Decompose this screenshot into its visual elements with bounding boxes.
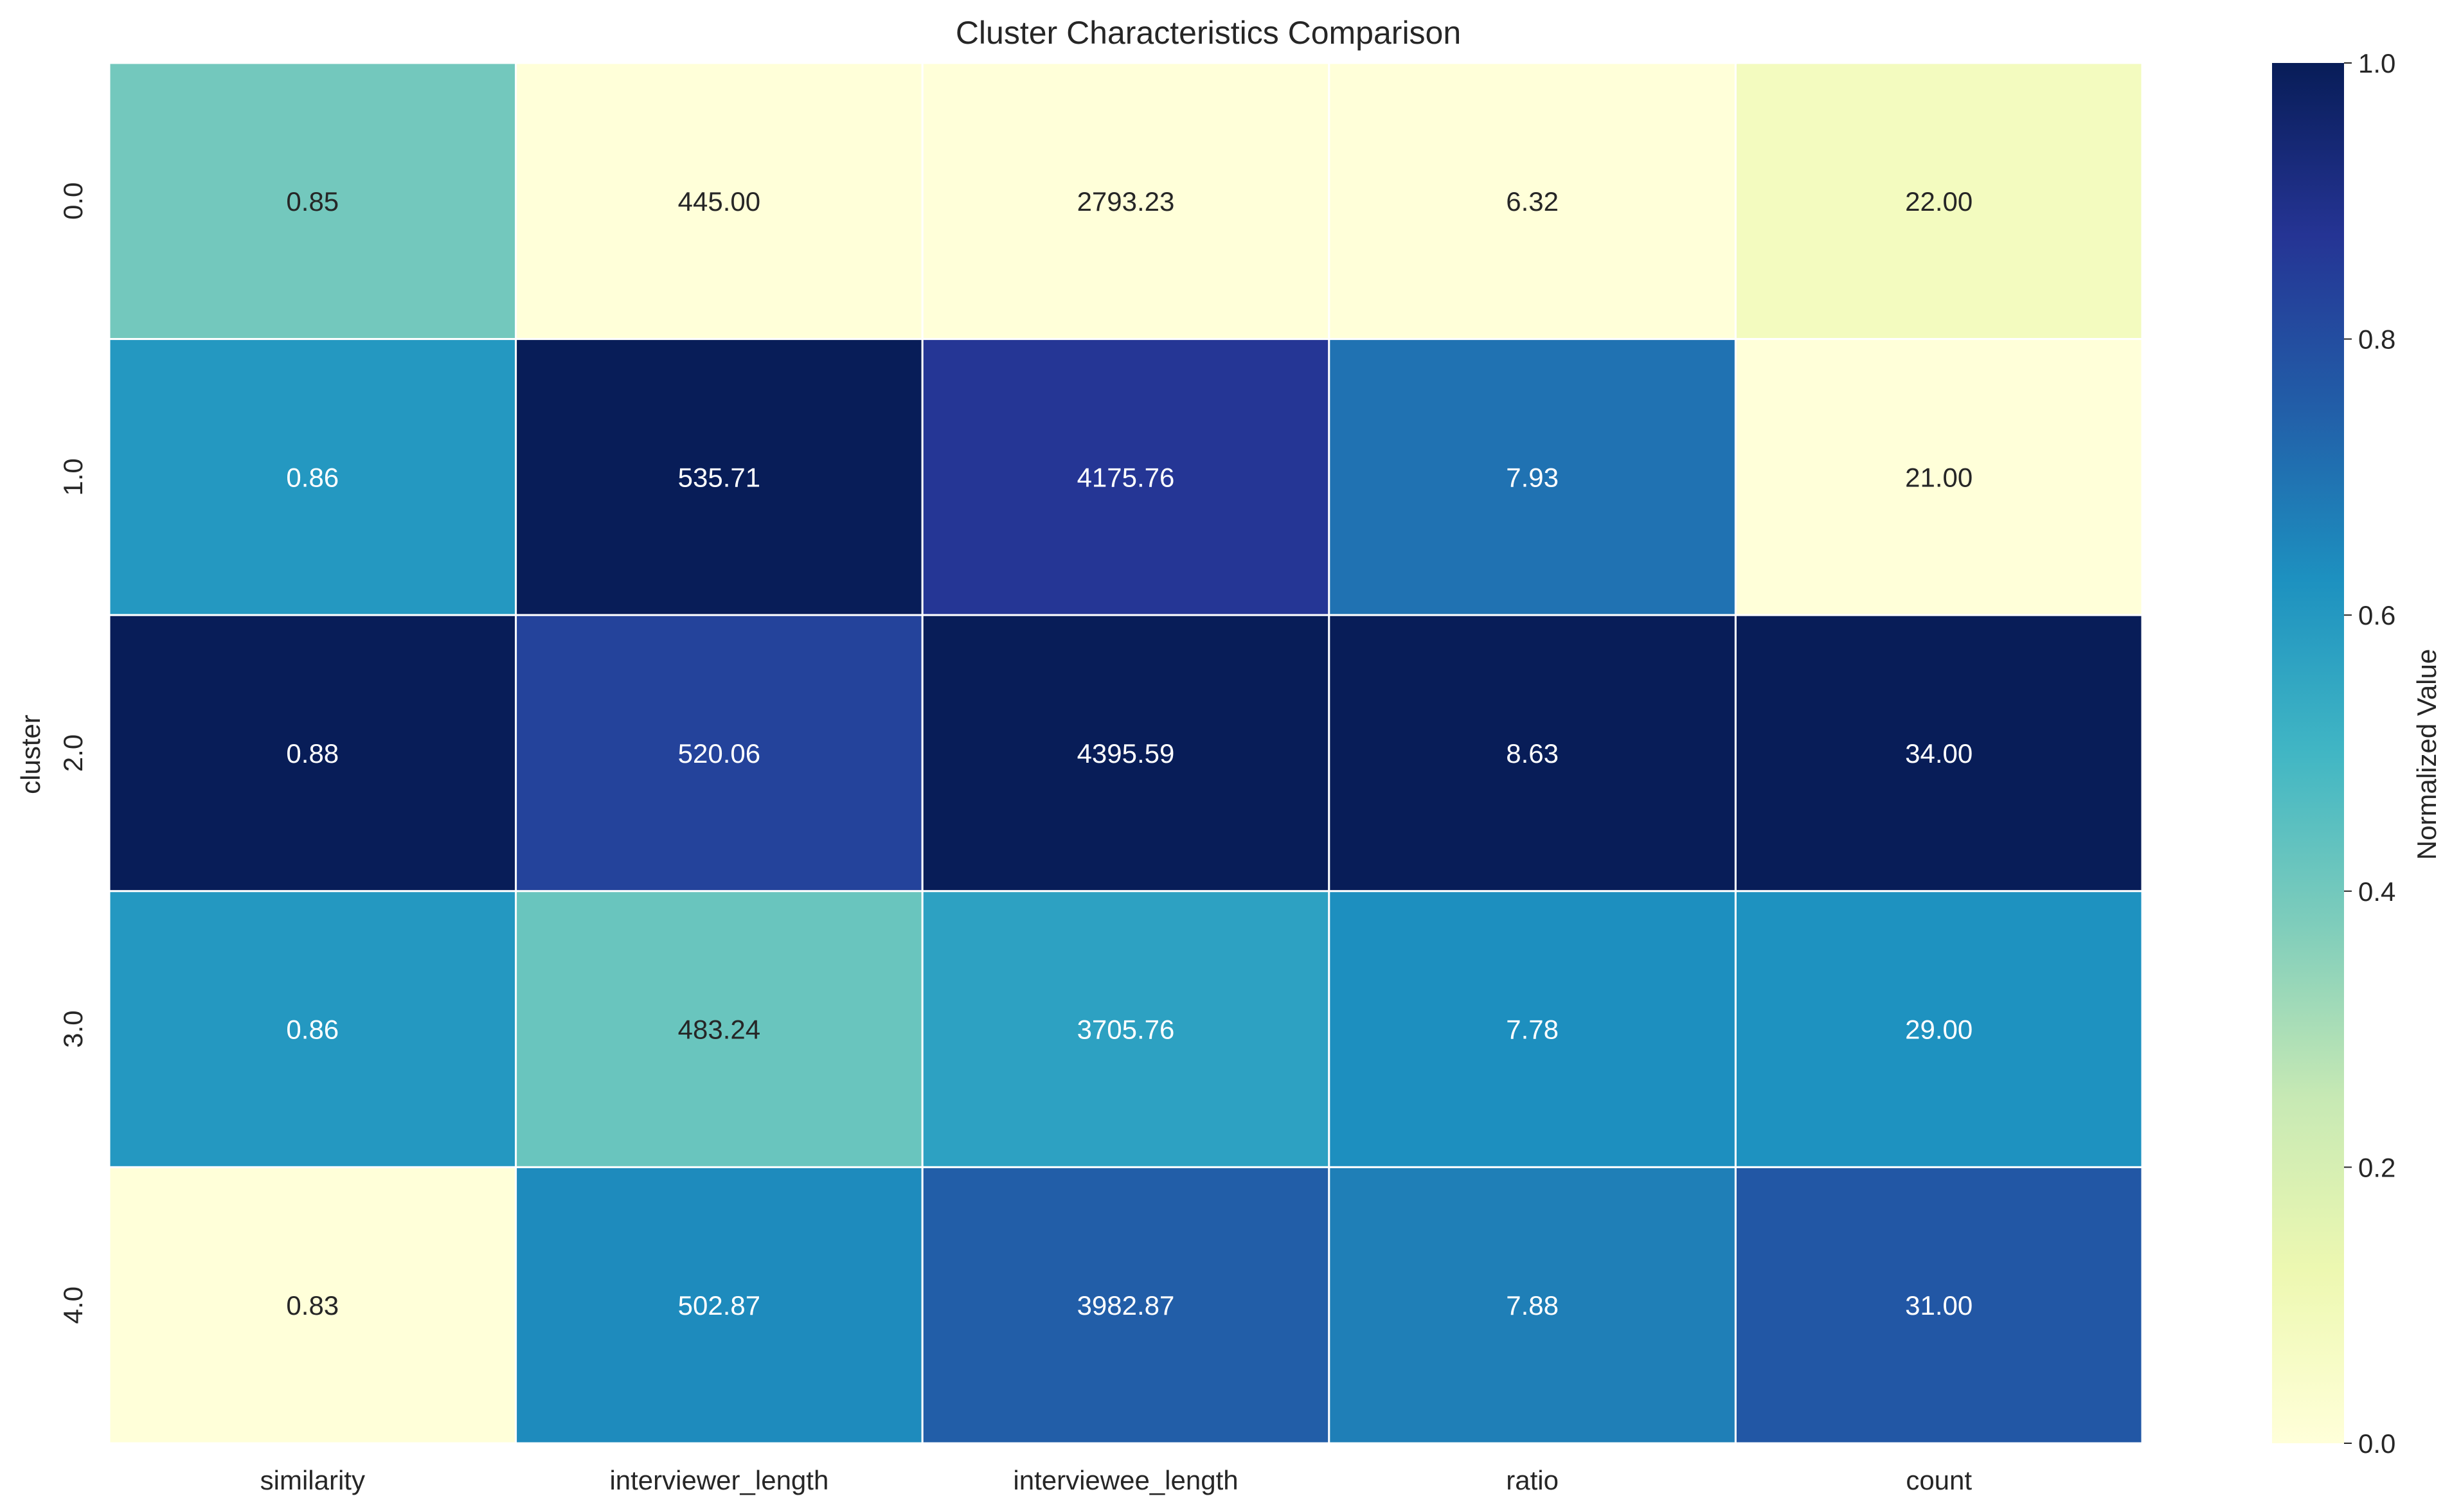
- x-tick-label: count: [1906, 1465, 1972, 1495]
- cell-value-label: 4175.76: [1077, 462, 1175, 492]
- heatmap-cell: [1328, 890, 1737, 1168]
- cell-value-label: 34.00: [1905, 738, 1973, 769]
- colorbar-ticks: 0.0 0.2 0.4 0.6 0.8 1.0: [2344, 48, 2395, 1459]
- colorbar-label: Normalized Value: [2412, 649, 2442, 860]
- heatmap-cell: [921, 62, 1330, 341]
- cell-value-label: 502.87: [678, 1290, 760, 1321]
- cell-value-label: 7.78: [1506, 1015, 1559, 1045]
- heatmap-cell: [1328, 62, 1737, 341]
- heatmap-cell: [108, 338, 517, 616]
- y-tick-label: 3.0: [58, 1010, 88, 1047]
- cell-value-label: 0.86: [286, 1015, 339, 1045]
- cell-value-label: 21.00: [1905, 462, 1973, 492]
- colorbar: [2272, 63, 2344, 1443]
- colorbar-tick-label: 0.4: [2358, 876, 2395, 907]
- x-tick-label: similarity: [260, 1465, 365, 1495]
- cell-value-label: 7.88: [1506, 1290, 1559, 1321]
- cell-value-label: 0.86: [286, 462, 339, 492]
- y-tick-labels: 0.0 1.0 2.0 3.0 4.0: [58, 182, 88, 1324]
- heatmap-cell: [1734, 614, 2143, 893]
- cell-value-label: 29.00: [1905, 1015, 1973, 1045]
- y-tick-label: 1.0: [58, 458, 88, 495]
- cell-value-label: 3705.76: [1077, 1015, 1175, 1045]
- cell-value-label: 6.32: [1506, 186, 1559, 217]
- heatmap-cell: [515, 614, 924, 893]
- cell-value-label: 445.00: [678, 186, 760, 217]
- heatmap-cell: [515, 890, 924, 1168]
- chart-title: Cluster Characteristics Comparison: [956, 15, 1461, 51]
- cell-value-label: 31.00: [1905, 1290, 1973, 1321]
- heatmap-cell: [1734, 62, 2143, 341]
- x-tick-label: ratio: [1506, 1465, 1559, 1495]
- cell-value-label: 7.93: [1506, 462, 1559, 492]
- heatmap-cell: [1734, 338, 2143, 616]
- cell-value-label: 22.00: [1905, 186, 1973, 217]
- cell-value-label: 0.85: [286, 186, 339, 217]
- heatmap-grid: 0.85 445.00 2793.23 6.32 22.00 0.86 535.71 4175…: [108, 62, 2143, 1445]
- colorbar-tick-label: 0.2: [2358, 1152, 2395, 1182]
- colorbar-tick-label: 1.0: [2358, 48, 2395, 78]
- cell-value-label: 2793.23: [1077, 186, 1175, 217]
- heatmap-cell: [921, 1166, 1330, 1445]
- cell-value-label: 0.83: [286, 1290, 339, 1321]
- colorbar-tick-label: 0.0: [2358, 1428, 2395, 1459]
- cell-value-label: 4395.59: [1077, 738, 1175, 769]
- heatmap-cell: [921, 614, 1330, 893]
- heatmap-cell: [921, 890, 1330, 1168]
- y-tick-label: 2.0: [58, 734, 88, 772]
- cell-value-label: 8.63: [1506, 738, 1559, 769]
- cell-value-label: 520.06: [678, 738, 760, 769]
- heatmap-cell: [1734, 1166, 2143, 1445]
- x-tick-labels: similarity interviewer_length interviewee_…: [260, 1465, 1973, 1495]
- y-tick-label: 4.0: [58, 1286, 88, 1324]
- cell-value-label: 483.24: [678, 1015, 760, 1045]
- y-tick-label: 0.0: [58, 182, 88, 220]
- heatmap-cell: [515, 338, 924, 616]
- heatmap-cell: [515, 62, 924, 341]
- heatmap-cell: [515, 1166, 924, 1445]
- y-axis-label: cluster: [15, 715, 46, 794]
- heatmap-cell: [921, 338, 1330, 616]
- cell-value-label: 535.71: [678, 462, 760, 492]
- cell-value-label: 0.88: [286, 738, 339, 769]
- x-tick-label: interviewer_length: [609, 1465, 828, 1495]
- heatmap-cell: [108, 62, 517, 341]
- cell-value-label: 3982.87: [1077, 1290, 1175, 1321]
- heatmap-cell: [108, 890, 517, 1168]
- colorbar-tick-label: 0.8: [2358, 325, 2395, 355]
- heatmap-cell: [1328, 614, 1737, 893]
- x-tick-label: interviewee_length: [1013, 1465, 1238, 1495]
- colorbar-tick-label: 0.6: [2358, 600, 2395, 630]
- heatmap-cell: [1734, 890, 2143, 1168]
- heatmap-cell: [108, 1166, 517, 1445]
